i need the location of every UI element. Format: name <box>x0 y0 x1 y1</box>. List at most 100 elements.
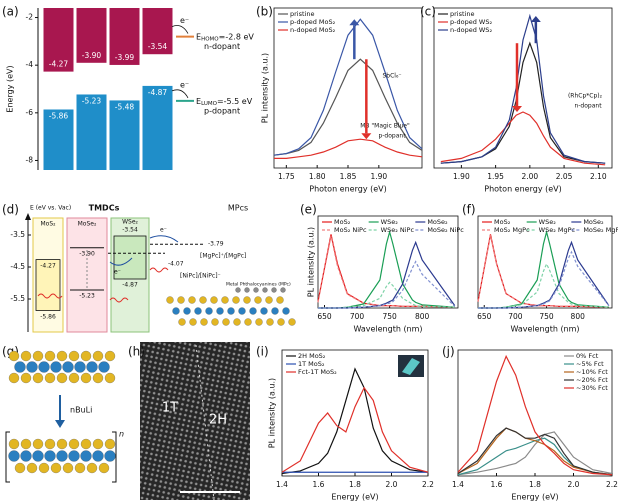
band-edge-label: -4.27 <box>40 263 56 270</box>
x-axis-label: Photon energy (eV) <box>484 185 562 194</box>
plot-frame <box>457 349 613 477</box>
inset-flake <box>402 358 420 375</box>
atom <box>104 438 116 450</box>
x-tick-label: 2.0 <box>386 480 398 489</box>
level-prefix: E <box>196 96 201 105</box>
value-label: -5.86 <box>49 111 69 120</box>
annotation: p-dopant <box>378 133 406 140</box>
y-axis-label: PL intensity (a.u.) <box>307 227 316 297</box>
x-tick-label: 1.90 <box>453 172 470 181</box>
x-tick-label: 1.95 <box>487 172 504 181</box>
x-tick-label: 750 <box>382 312 397 321</box>
annotation: SbCl₆⁻ <box>382 73 401 80</box>
atom <box>177 296 185 304</box>
band-edge-label: -3.54 <box>122 227 138 234</box>
series-line <box>318 240 456 309</box>
stem-image <box>140 342 250 500</box>
atom <box>50 462 62 474</box>
atom <box>20 450 32 462</box>
y-tick-label: -8 <box>26 155 34 164</box>
atom <box>86 462 98 474</box>
electron-arrow <box>171 89 189 99</box>
legend-label: MoS₂ MgPc <box>494 226 530 234</box>
band-edge-label: -4.87 <box>122 282 138 289</box>
atom <box>44 438 56 450</box>
atom <box>189 318 197 326</box>
atom <box>38 462 50 474</box>
arrow-head <box>512 106 522 112</box>
bar <box>142 85 173 170</box>
y-axis-label: PL intensity (a.u.) <box>261 53 270 123</box>
x-axis-label: Energy (eV) <box>331 493 378 502</box>
series-line <box>477 235 609 308</box>
series-line <box>281 386 429 473</box>
annotation: MB "Magic Blue" <box>360 123 410 130</box>
electron-label: e⁻ <box>160 227 167 234</box>
atom <box>104 350 116 362</box>
electron-arrow <box>109 257 133 266</box>
x-tick-label: 2.2 <box>422 480 434 489</box>
series-line <box>274 138 423 159</box>
atom <box>44 372 56 384</box>
level-label: ELUMO=-5.5 eV <box>196 96 253 106</box>
legend-label: 1T MoS₂ <box>298 360 325 368</box>
y-axis-label: Energy (eV) <box>6 65 15 112</box>
x-tick-label: 650 <box>317 312 332 321</box>
panel-label: (e) <box>300 203 317 217</box>
x-tick-label: 700 <box>508 312 523 321</box>
atom <box>222 318 230 326</box>
atom <box>194 307 202 315</box>
legend-label: MoSe₂ <box>583 218 604 226</box>
legend-label: MoS₂ <box>334 218 351 226</box>
axis-tick-label: -4.5 <box>10 262 25 271</box>
level-suffix: =-2.8 eV <box>219 32 255 41</box>
x-tick-label: 650 <box>477 312 492 321</box>
value-label: -3.99 <box>115 53 135 62</box>
legend-label: WSe₂ MgPc <box>539 226 576 234</box>
atom <box>14 462 26 474</box>
atom <box>74 462 86 474</box>
atom <box>68 438 80 450</box>
atom <box>56 450 68 462</box>
level-note: n-dopant <box>204 42 240 51</box>
light-wave <box>37 293 63 299</box>
x-tick-label: 1.80 <box>309 172 326 181</box>
series-line <box>273 58 423 156</box>
annotation: (RhCp*Cp)₂ <box>568 93 603 100</box>
atom <box>56 350 68 362</box>
atom <box>210 296 218 304</box>
x-tick-label: 1.8 <box>529 480 541 489</box>
series-line <box>457 427 613 476</box>
atom <box>276 296 284 304</box>
plot-frame <box>433 7 613 169</box>
atom <box>80 350 92 362</box>
bar <box>43 8 74 72</box>
legend-label: p-doped WS₂ <box>450 18 492 26</box>
bracket <box>5 431 117 483</box>
panel-label: (f) <box>462 203 476 217</box>
atom <box>68 350 80 362</box>
atom <box>32 350 44 362</box>
level-suffix: =-5.5 eV <box>217 96 253 105</box>
atom <box>254 296 262 304</box>
light-wave <box>149 267 169 273</box>
atom <box>288 318 296 326</box>
x-tick-label: 2.05 <box>556 172 573 181</box>
atom <box>238 307 246 315</box>
atom <box>271 287 277 293</box>
x-tick-label: 800 <box>571 312 586 321</box>
electron-label: e⁻ <box>180 80 189 89</box>
legend-label: ~10% Fct <box>576 368 608 376</box>
atom <box>68 450 80 462</box>
panel-label: (b) <box>256 5 273 19</box>
band-edge-label: -5.23 <box>79 293 95 300</box>
atom <box>98 462 110 474</box>
atom <box>233 318 241 326</box>
atom <box>266 318 274 326</box>
series-line <box>478 250 610 309</box>
group-title: TMDCs <box>89 204 120 213</box>
atom <box>32 438 44 450</box>
legend-label: 0% Fct <box>576 352 599 360</box>
legend-label: MoSe₂ NiPc <box>427 226 464 234</box>
